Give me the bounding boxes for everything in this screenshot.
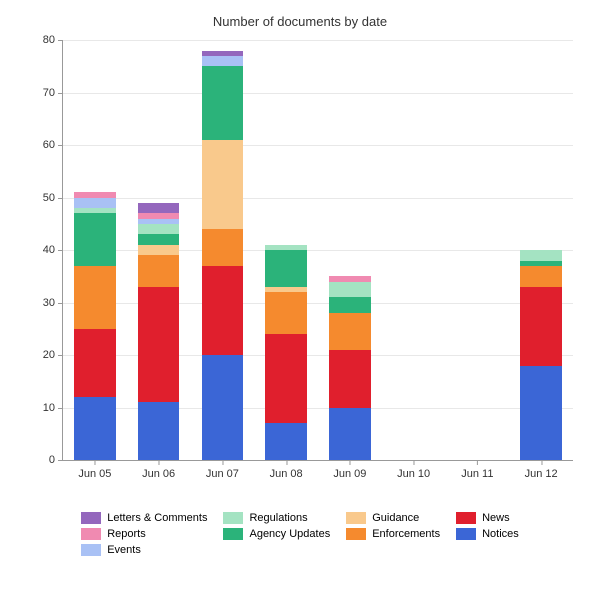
bar-segment (138, 234, 179, 245)
gridline (63, 40, 573, 41)
bar-segment (520, 287, 561, 366)
y-tick-label: 20 (43, 349, 63, 361)
bar-segment (74, 192, 115, 197)
bar-segment (520, 366, 561, 461)
legend-item: Agency Updates (223, 528, 330, 540)
bar-segment (138, 402, 179, 460)
legend-item: Notices (456, 528, 519, 540)
legend-swatch (456, 528, 476, 540)
bar-segment (138, 245, 179, 256)
legend-swatch (81, 512, 101, 524)
gridline (63, 93, 573, 94)
bar-segment (265, 334, 306, 423)
x-tick-label: Jun 05 (78, 460, 111, 480)
y-tick-label: 40 (43, 244, 63, 256)
bar-segment (265, 423, 306, 460)
y-tick-label: 0 (49, 454, 63, 466)
legend-swatch (346, 512, 366, 524)
bar-segment (202, 355, 243, 460)
x-tick-label: Jun 12 (525, 460, 558, 480)
x-tick-label: Jun 07 (206, 460, 239, 480)
x-tick-label: Jun 10 (397, 460, 430, 480)
legend-item: Guidance (346, 512, 440, 524)
legend-item: Enforcements (346, 528, 440, 540)
bar-segment (329, 276, 370, 281)
legend-swatch (81, 544, 101, 556)
x-tick-label: Jun 08 (270, 460, 303, 480)
legend-item: Reports (81, 528, 207, 540)
x-tick-label: Jun 11 (461, 460, 493, 480)
stacked-bar-chart: Number of documents by date 010203040506… (0, 0, 600, 600)
y-tick-label: 80 (43, 34, 63, 46)
bar-segment (265, 245, 306, 250)
bar-segment (329, 350, 370, 408)
bar-segment (138, 213, 179, 218)
plot-area: 01020304050607080Jun 05Jun 06Jun 07Jun 0… (62, 40, 573, 461)
legend-label: Reports (107, 528, 146, 540)
bar-segment (202, 229, 243, 266)
legend-label: Letters & Comments (107, 512, 207, 524)
x-tick-label: Jun 09 (333, 460, 366, 480)
bar-segment (202, 140, 243, 229)
bar-segment (138, 219, 179, 224)
bar-segment (138, 255, 179, 287)
bar-segment (520, 266, 561, 287)
legend-item: Events (81, 544, 207, 556)
gridline (63, 198, 573, 199)
bar-segment (329, 313, 370, 350)
y-tick-label: 30 (43, 297, 63, 309)
bar-segment (520, 261, 561, 266)
legend-swatch (223, 528, 243, 540)
bar-segment (138, 224, 179, 235)
bar-segment (329, 282, 370, 298)
legend-item: Letters & Comments (81, 512, 207, 524)
bar-segment (74, 329, 115, 397)
legend-swatch (223, 512, 243, 524)
legend-label: Agency Updates (249, 528, 330, 540)
legend-label: Regulations (249, 512, 307, 524)
bar-segment (329, 408, 370, 461)
legend-item: Regulations (223, 512, 330, 524)
bar-segment (265, 250, 306, 287)
bar-segment (265, 287, 306, 292)
bar-segment (74, 208, 115, 213)
legend-label: Events (107, 544, 141, 556)
chart-title: Number of documents by date (0, 14, 600, 29)
y-tick-label: 70 (43, 87, 63, 99)
bar-segment (202, 266, 243, 355)
legend-swatch (81, 528, 101, 540)
y-tick-label: 60 (43, 139, 63, 151)
bar-segment (202, 56, 243, 67)
legend-label: Notices (482, 528, 519, 540)
legend-swatch (346, 528, 366, 540)
y-tick-label: 10 (43, 402, 63, 414)
legend-label: News (482, 512, 510, 524)
legend-swatch (456, 512, 476, 524)
bar-segment (520, 250, 561, 261)
bar-segment (74, 213, 115, 266)
bar-segment (138, 287, 179, 403)
legend: Letters & Comments Reports Events Regulatio… (0, 510, 600, 558)
bar-segment (202, 66, 243, 140)
legend-label: Guidance (372, 512, 419, 524)
bar-segment (329, 297, 370, 313)
bar-segment (202, 51, 243, 56)
legend-item: News (456, 512, 519, 524)
bar-segment (265, 292, 306, 334)
x-tick-label: Jun 06 (142, 460, 175, 480)
legend-label: Enforcements (372, 528, 440, 540)
bar-segment (74, 397, 115, 460)
bar-segment (138, 203, 179, 214)
gridline (63, 145, 573, 146)
bar-segment (74, 266, 115, 329)
bar-segment (74, 198, 115, 209)
y-tick-label: 50 (43, 192, 63, 204)
